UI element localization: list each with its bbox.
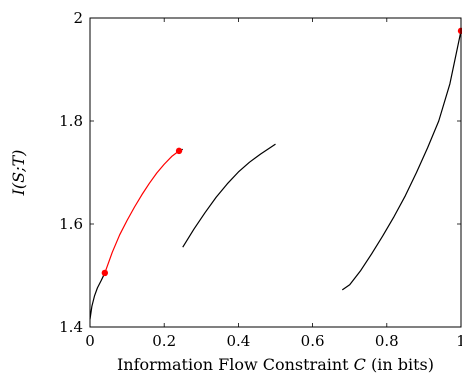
plot-frame: [89, 17, 462, 328]
y-tick-label: 2: [73, 9, 83, 27]
plot-lines: [89, 30, 462, 320]
marker-point-1: [101, 269, 109, 277]
x-axis-label-suffix: (in bits): [366, 355, 434, 374]
series-line-1: [89, 272, 106, 320]
y-tick-label: 1.8: [59, 112, 83, 130]
series-line-4: [182, 143, 276, 248]
x-tick-label: 1: [456, 332, 462, 350]
x-tick-label: 0.2: [152, 332, 176, 350]
y-tick-label: 1.4: [59, 318, 83, 336]
marker-point-2: [175, 147, 183, 155]
x-tick-label: 0.6: [301, 332, 325, 350]
x-tick-label: 0.8: [375, 332, 399, 350]
x-axis-label-variable: C: [354, 355, 366, 374]
axis-ticks: [89, 17, 462, 328]
x-tick-label: 0.4: [226, 332, 250, 350]
x-axis-label: Information Flow Constraint C (in bits): [117, 355, 434, 374]
y-tick-label: 1.6: [59, 215, 83, 233]
series-line-5: [341, 30, 462, 291]
plot-markers: [101, 27, 462, 277]
x-tick-label: 0: [85, 332, 95, 350]
y-axis-label: I(S;T): [9, 150, 28, 197]
series-line-2: [104, 150, 180, 274]
x-axis-label-prefix: Information Flow Constraint: [117, 355, 354, 374]
x-tick-labels: 0 0.2 0.4 0.6 0.8 1: [85, 332, 462, 350]
y-tick-labels: 1.4 1.6 1.8 2: [59, 9, 83, 336]
